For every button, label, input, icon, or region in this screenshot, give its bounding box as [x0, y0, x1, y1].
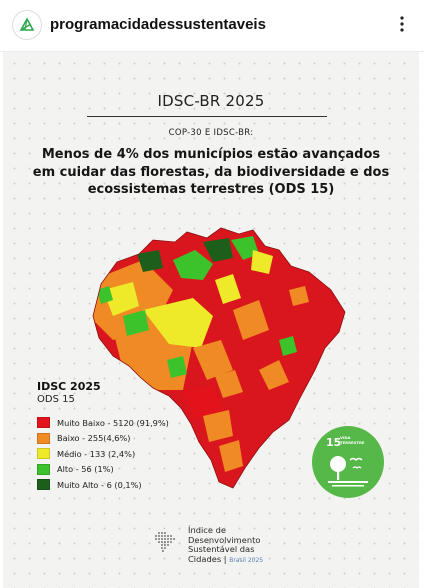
- more-options-button[interactable]: [392, 12, 412, 36]
- brand-line-last: Cidades | Brasil 2025: [188, 553, 298, 566]
- legend-subtitle: ODS 15: [37, 394, 75, 405]
- legend-item-muito-alto: Muito Alto - 6 (0,1%): [37, 477, 237, 492]
- legend-swatch: [37, 448, 50, 459]
- legend-item-muito-baixo: Muito Baixo - 5120 (91,9%): [37, 415, 237, 430]
- headline-line: ecossistemas terrestres (ODS 15): [87, 182, 335, 197]
- headline-line: em cuidar das florestas, da biodiversida…: [32, 164, 390, 180]
- leaf-logo-icon: [19, 17, 35, 31]
- sdg-number: 15: [326, 436, 342, 449]
- brand-line: Desenvolvimento: [188, 534, 261, 545]
- legend-label: Baixo - 255(4,6%): [57, 433, 131, 443]
- post-header: programacidadessustentaveis: [0, 0, 424, 52]
- legend-label: Muito Baixo - 5120 (91,9%): [57, 417, 169, 428]
- legend-label: Alto - 56 (1%): [57, 464, 114, 474]
- brand-line: Índice de: [188, 525, 226, 535]
- sdg-label-line: TERRESTRE: [340, 439, 365, 445]
- sdg-label: VIDA TERRESTRE: [340, 435, 370, 445]
- legend-swatch: [37, 417, 50, 428]
- infographic-headline: Menos de 4% dos municípios estão avançad…: [31, 146, 391, 199]
- legend-item-medio: Médio - 133 (2,4%): [37, 446, 237, 461]
- legend-label: Muito Alto - 6 (0,1%): [57, 479, 142, 490]
- post-image: IDSC-BR 2025 COP-30 E IDSC-BR: Menos de …: [3, 52, 419, 588]
- sdg-15-badge: 15 VIDA TERRESTRE: [312, 426, 384, 498]
- map-legend: IDSC 2025 ODS 15 Muito Baixo - 5120 (91,…: [37, 380, 237, 493]
- legend-swatch: [37, 432, 50, 444]
- legend-label: Médio - 133 (2,4%): [57, 448, 136, 459]
- headline-line: Menos de 4% dos municípios estão avançad…: [41, 147, 381, 162]
- brazil-choropleth-map: [92, 227, 346, 489]
- legend-item-alto: Alto - 56 (1%): [37, 462, 237, 477]
- tree-bird-icon: [328, 456, 368, 487]
- legend-item-baixo: Baixo - 255(4,6%): [37, 431, 237, 446]
- brazil-dots-map-icon: [155, 532, 175, 552]
- brand-line: Cidades |: [188, 553, 227, 564]
- avatar[interactable]: [12, 10, 42, 40]
- legend-title: IDSC 2025: [37, 380, 101, 393]
- legend-swatch: [37, 479, 50, 490]
- brand-year: Brasil 2025: [229, 556, 264, 564]
- title-divider: [87, 116, 327, 117]
- brand-line: Sustentável das: [188, 544, 255, 554]
- idsc-brand-text: Índice de Desenvolvimento Sustentável da…: [188, 525, 298, 566]
- infographic-title: IDSC-BR 2025: [157, 92, 265, 110]
- sdg-label-line: VIDA: [340, 435, 351, 440]
- account-username[interactable]: programacidadessustentaveis: [50, 16, 266, 33]
- more-vertical-icon: [400, 16, 404, 32]
- legend-swatch: [37, 463, 50, 475]
- infographic-subtitle: COP-30 E IDSC-BR:: [168, 128, 254, 138]
